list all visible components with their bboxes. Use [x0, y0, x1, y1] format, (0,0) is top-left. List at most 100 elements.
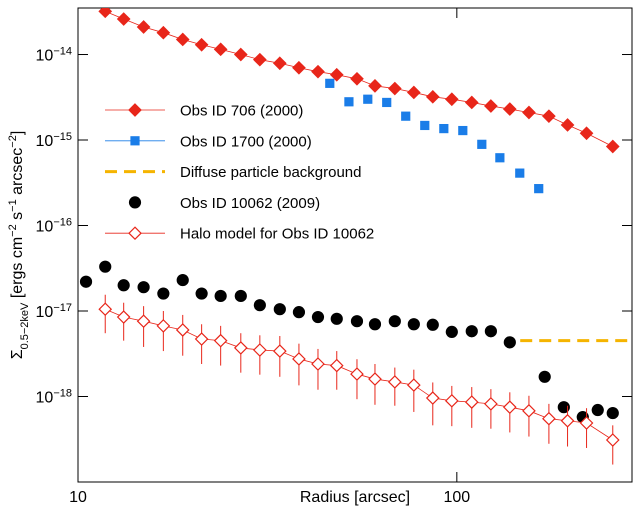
diamond-marker: [425, 89, 440, 104]
diamond-marker: [116, 12, 131, 26]
legend-label: Halo model for Obs ID 10062: [180, 226, 374, 243]
y-axis-label-part: −2: [7, 135, 19, 148]
diamond-marker: [560, 413, 575, 428]
diamond-marker: [233, 341, 248, 355]
diamond-marker: [292, 352, 306, 366]
circle-marker: [214, 289, 227, 303]
y-tick-label: 10−18: [36, 388, 72, 407]
legend-label: Obs ID 10062 (2009): [180, 195, 320, 212]
y-axis-label-part: Σ: [9, 349, 26, 359]
circle-marker: [176, 273, 189, 287]
circle-marker: [79, 275, 93, 288]
circle-marker: [137, 281, 150, 294]
x-tick-label: 10: [69, 489, 87, 506]
diamond-marker: [368, 372, 382, 386]
diamond-marker: [350, 71, 364, 86]
diamond-marker: [425, 391, 440, 405]
circle-marker: [606, 406, 619, 420]
diamond-marker: [387, 375, 402, 389]
y-tick-label: 10−14: [36, 46, 72, 65]
y-axis-label: Σ0.5−2keV [ergs cm−2 s−1 arcsec−2]: [7, 131, 31, 360]
square-marker: [325, 78, 335, 88]
diamond-marker: [98, 302, 113, 317]
diamond-marker: [252, 52, 267, 67]
y-axis-label-part: arcsec: [9, 148, 26, 200]
legend-label: Obs ID 1700 (2000): [180, 133, 312, 150]
y-axis-label-part: −2: [7, 224, 19, 237]
circle-marker: [445, 325, 458, 338]
square-marker: [439, 123, 449, 134]
circle-marker: [426, 318, 439, 331]
diamond-marker: [387, 81, 402, 96]
circle-marker: [407, 318, 420, 331]
circle-marker: [484, 325, 497, 338]
square-marker: [534, 184, 544, 194]
y-axis-label-part: −1: [7, 199, 19, 212]
diamond-marker: [522, 403, 536, 418]
y-tick-label: 10−16: [36, 217, 72, 236]
diamond-marker: [329, 358, 344, 373]
diamond-marker: [406, 378, 421, 392]
circle-marker: [273, 303, 286, 316]
square-marker: [515, 168, 525, 178]
diamond-marker: [329, 67, 344, 82]
circle-marker: [330, 312, 343, 325]
diamond-marker: [605, 139, 620, 154]
diamond-marker: [502, 400, 517, 415]
y-tick-label: 10−15: [36, 131, 72, 150]
diamond-marker: [292, 60, 306, 75]
circle-marker: [538, 370, 551, 383]
diamond-marker: [136, 20, 151, 34]
diamond-marker: [444, 92, 459, 107]
legend: Obs ID 706 (2000) Obs ID 1700 (2000) Diffu…: [105, 103, 374, 243]
circle-marker: [591, 403, 604, 417]
y-axis-label-part: 0.5−2keV: [19, 302, 31, 349]
square-marker: [401, 111, 411, 121]
diamond-marker: [252, 343, 267, 357]
y-axis-label-part: [ergs cm: [9, 237, 26, 303]
square-marker: [344, 97, 354, 107]
x-tick-label: 100: [443, 489, 470, 506]
diamond-marker: [194, 37, 209, 52]
square-marker: [363, 94, 373, 104]
circle-marker: [465, 325, 478, 338]
diamond-marker: [579, 416, 594, 430]
circle-marker: [388, 315, 401, 328]
circle-marker: [195, 287, 208, 300]
circle-marker: [253, 299, 266, 312]
square-marker: [420, 120, 430, 131]
legend-marker: [128, 196, 142, 209]
legend-label: Obs ID 706 (2000): [180, 103, 303, 120]
diamond-marker: [116, 310, 131, 324]
axes: 10 100 10−18 10−17 10−16 10−15 10−14: [36, 8, 632, 506]
diamond-marker: [272, 344, 287, 358]
diamond-marker: [522, 105, 536, 120]
diamond-marker: [233, 47, 248, 62]
diamond-marker: [98, 8, 113, 19]
diamond-marker: [156, 25, 171, 40]
diamond-marker: [368, 79, 382, 93]
diamond-marker: [542, 109, 556, 124]
diamond-marker: [406, 85, 421, 100]
y-axis-label-part: s: [9, 212, 26, 224]
diamond-marker: [484, 99, 498, 113]
square-marker: [477, 139, 487, 149]
diamond-marker: [464, 395, 479, 409]
legend-marker: [128, 103, 142, 117]
diamond-marker: [175, 32, 190, 47]
plot-area: [79, 8, 632, 465]
diamond-marker: [213, 333, 228, 348]
square-marker: [382, 97, 392, 108]
circle-marker: [311, 310, 325, 324]
diamond-marker: [484, 397, 498, 411]
diamond-marker: [350, 367, 364, 381]
circle-marker: [157, 287, 170, 300]
diamond-marker: [272, 56, 287, 71]
legend-marker: [128, 226, 142, 241]
diamond-marker: [560, 118, 575, 132]
circle-marker: [292, 306, 306, 319]
circle-marker: [557, 401, 570, 414]
diamond-marker: [464, 95, 479, 110]
circle-marker: [368, 318, 382, 331]
